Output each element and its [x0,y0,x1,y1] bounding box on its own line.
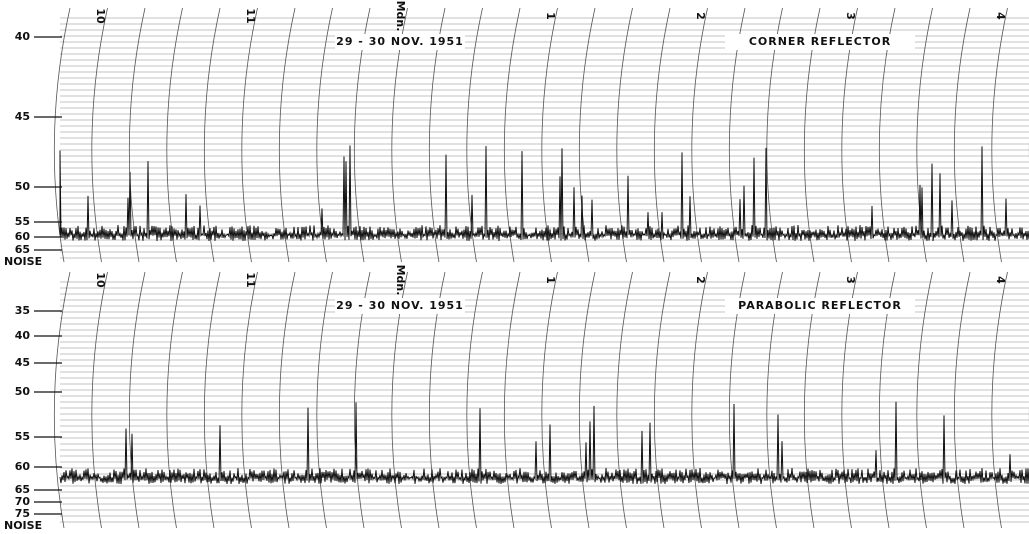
y-label: 60 [15,460,31,473]
time-arc [953,7,971,263]
time-arc [316,7,333,263]
y-label: 70 [15,495,31,508]
time-arc [241,271,258,529]
time-label: Mdn. [394,265,407,296]
reflector-title: CORNER REFLECTOR [749,35,891,48]
time-arc [203,7,221,263]
time-arc [53,7,71,263]
reflector-title: PARABOLIC REFLECTOR [738,299,902,312]
time-label: 11 [244,272,257,287]
time-arc [991,7,1008,263]
time-arc [91,7,108,263]
y-label: 55 [15,430,30,443]
time-arc [653,7,671,263]
title-bg [725,34,915,50]
time-arc [991,271,1008,529]
y-label: 60 [15,230,31,243]
time-label: 3 [844,276,857,284]
title-bg [725,298,915,314]
signal-trace [59,145,1029,242]
y-label: 75 [15,507,30,520]
time-arc [616,271,633,529]
time-label: 4 [994,276,1007,284]
time-arc [316,271,333,529]
y-label: 65 [15,483,30,496]
time-label: 2 [694,276,707,284]
time-label: Mdn. [394,1,407,32]
time-arc [916,271,933,529]
time-arc [916,7,933,263]
time-label: 1 [544,12,557,20]
time-arc [241,7,258,263]
y-label: 50 [15,385,31,398]
date-label: 29 - 30 NOV. 1951 [336,35,464,48]
time-label: 3 [844,12,857,20]
time-label: 10 [94,8,107,24]
time-arc [53,271,71,529]
y-label: 40 [15,329,31,342]
title-bg [335,298,465,314]
y-label: 50 [15,180,31,193]
time-label: 11 [244,8,257,23]
time-arc [203,271,221,529]
signal-trace [59,401,1029,485]
y-label: 40 [15,30,31,43]
y-label: 45 [15,110,30,123]
time-arc [91,271,108,529]
time-label: 1 [544,276,557,284]
y-label: 35 [15,304,30,317]
y-label: 55 [15,215,30,228]
time-label: 10 [94,272,107,288]
noise-label: NOISE [4,519,42,532]
time-arc [578,271,596,529]
time-arc [653,271,671,529]
time-label: 2 [694,12,707,20]
time-arc [278,271,296,529]
time-arc [691,271,708,529]
time-arc [541,271,558,529]
y-label: 65 [15,243,30,256]
time-arc [466,271,483,529]
y-label: 45 [15,356,30,369]
time-arc [691,7,708,263]
time-arc [503,271,521,529]
time-label: 4 [994,12,1007,20]
time-arc [166,271,183,529]
noise-label: NOISE [4,255,42,268]
time-arc [128,271,146,529]
title-bg [335,34,465,50]
date-label: 29 - 30 NOV. 1951 [336,299,464,312]
time-arc [466,7,483,263]
time-arc [541,7,558,263]
time-arc [953,271,971,529]
